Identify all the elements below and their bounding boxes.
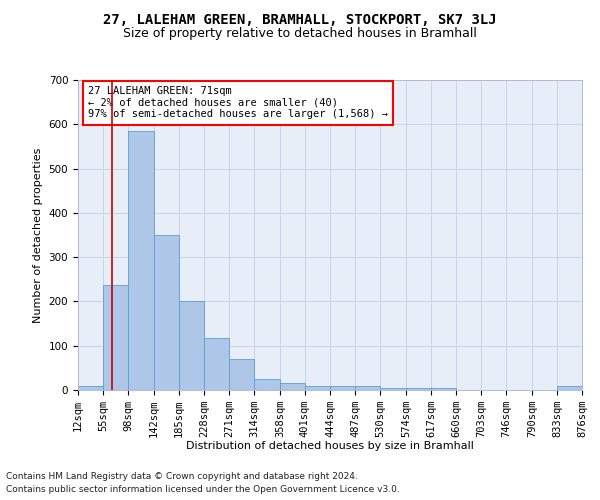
Bar — [103, 285, 128, 390]
Bar — [229, 359, 254, 390]
Bar — [431, 388, 456, 390]
Bar — [179, 300, 204, 390]
Bar — [154, 235, 179, 390]
Bar — [355, 386, 380, 390]
Bar — [254, 379, 280, 390]
Text: Size of property relative to detached houses in Bramhall: Size of property relative to detached ho… — [123, 28, 477, 40]
Bar — [557, 386, 582, 390]
Bar — [280, 384, 305, 390]
Bar — [330, 386, 355, 390]
Bar — [406, 388, 431, 390]
Text: 27, LALEHAM GREEN, BRAMHALL, STOCKPORT, SK7 3LJ: 27, LALEHAM GREEN, BRAMHALL, STOCKPORT, … — [103, 12, 497, 26]
Bar — [380, 388, 406, 390]
Text: Contains public sector information licensed under the Open Government Licence v3: Contains public sector information licen… — [6, 484, 400, 494]
Bar — [78, 386, 103, 390]
X-axis label: Distribution of detached houses by size in Bramhall: Distribution of detached houses by size … — [186, 442, 474, 452]
Text: 27 LALEHAM GREEN: 71sqm
← 2% of detached houses are smaller (40)
97% of semi-det: 27 LALEHAM GREEN: 71sqm ← 2% of detached… — [88, 86, 388, 120]
Text: Contains HM Land Registry data © Crown copyright and database right 2024.: Contains HM Land Registry data © Crown c… — [6, 472, 358, 481]
Bar — [204, 338, 229, 390]
Bar — [305, 386, 330, 390]
Y-axis label: Number of detached properties: Number of detached properties — [33, 148, 43, 322]
Bar — [128, 131, 154, 390]
